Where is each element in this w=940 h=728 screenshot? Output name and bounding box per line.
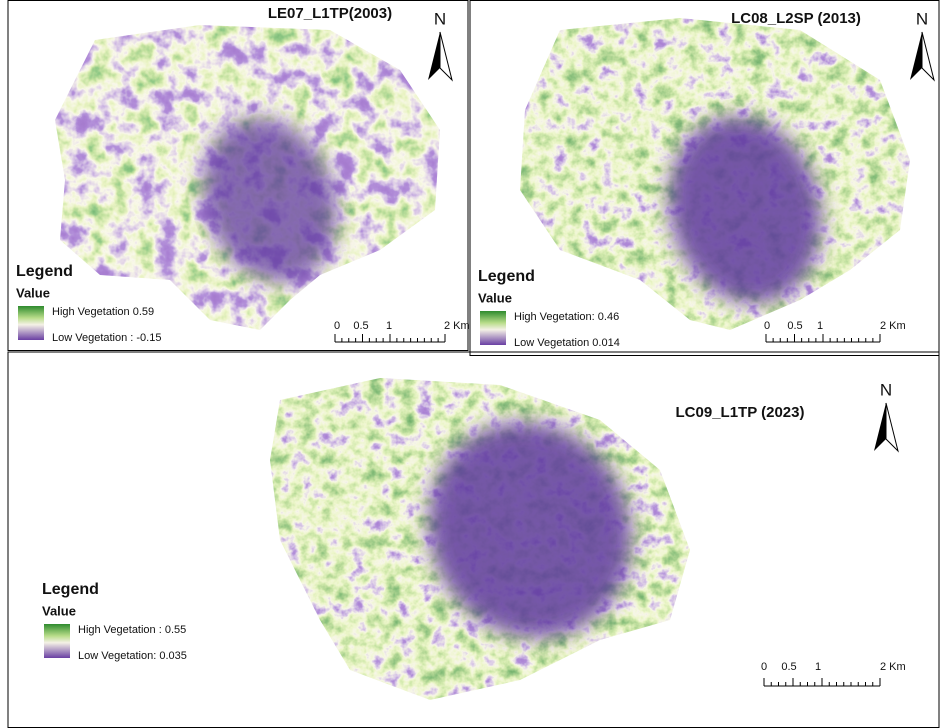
north-label: N [880,380,892,399]
legend-ramp [18,306,44,340]
north-arrow [874,403,886,451]
legend-title: Legend [478,268,535,285]
scale-label: 0.5 [781,661,796,673]
legend-low: Low Vegetation 0.014 [514,337,620,349]
map-title: LC09_L1TP (2023) [676,404,805,421]
north-arrow [886,403,898,451]
legend-high: High Vegetation 0.59 [52,306,154,318]
ndvi-map [265,375,695,705]
scale-label: 2 Km [880,320,906,332]
scale-label: 1 [386,320,392,332]
scale-label: 0.5 [353,320,368,332]
legend-subtitle: Value [16,285,50,300]
scale-label: 0 [764,320,770,332]
north-arrow [440,32,452,80]
ndvi-map [515,15,915,335]
legend-ramp [44,624,70,658]
legend-title: Legend [42,581,99,598]
legend-low: Low Vegetation: 0.035 [78,650,187,662]
scale-label: 0.5 [787,320,802,332]
legend-high: High Vegetation : 0.55 [78,624,186,636]
figure: LE07_L1TP(2003)NLegendValueHigh Vegetati… [0,0,940,728]
scale-label: 0 [761,661,767,673]
ndvi-map [50,20,450,340]
legend-subtitle: Value [42,603,76,618]
north-arrow [922,32,934,80]
scale-label: 2 Km [444,320,470,332]
legend-low: Low Vegetation : -0.15 [52,332,161,344]
north-label: N [916,9,928,28]
north-arrow [910,32,922,80]
scale-label: 1 [817,320,823,332]
north-arrow [428,32,440,80]
map-title: LE07_L1TP(2003) [268,5,392,22]
legend-ramp [480,311,506,345]
scale-label: 0 [334,320,340,332]
legend-high: High Vegetation: 0.46 [514,311,619,323]
north-label: N [434,9,446,28]
legend-subtitle: Value [478,290,512,305]
scale-label: 1 [815,661,821,673]
map-title: LC08_L2SP (2013) [731,10,861,27]
legend-title: Legend [16,263,73,280]
scale-label: 2 Km [880,661,906,673]
